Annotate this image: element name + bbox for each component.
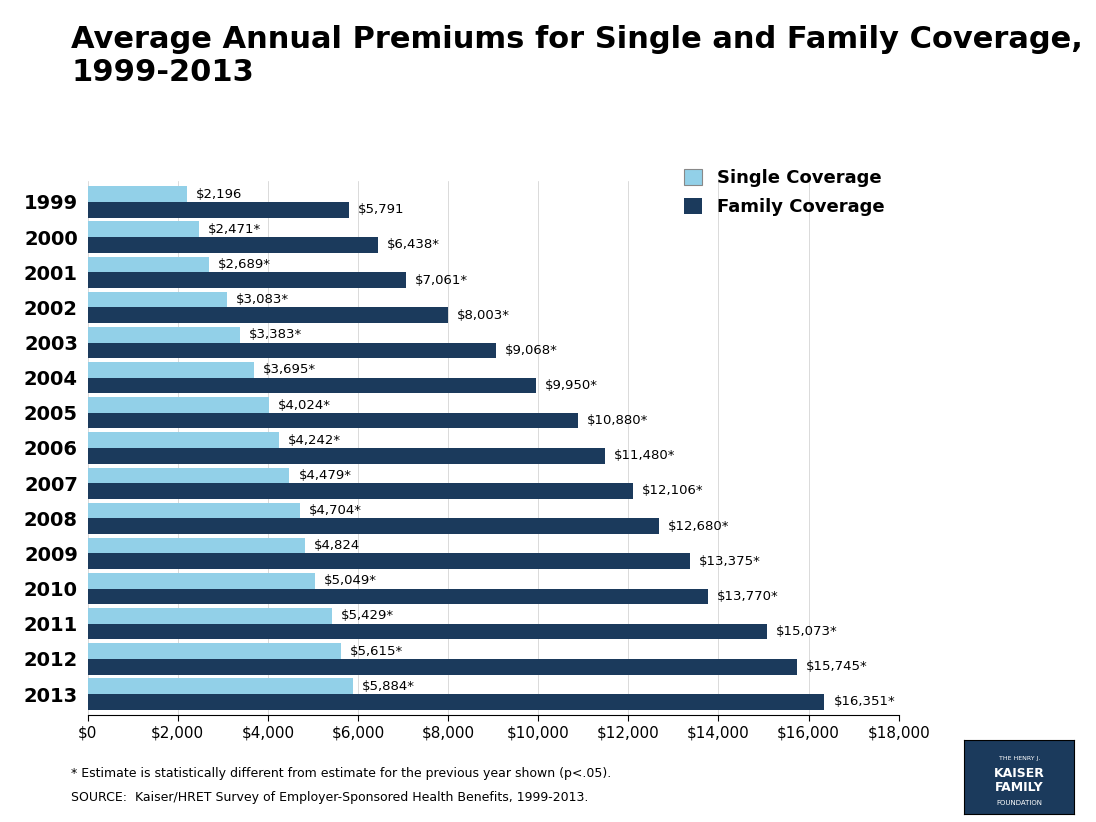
Text: $2,196: $2,196 bbox=[196, 187, 242, 201]
Bar bbox=[88, 659, 797, 675]
Bar bbox=[88, 397, 269, 413]
Bar bbox=[88, 553, 690, 569]
Text: $4,824: $4,824 bbox=[315, 539, 361, 552]
Text: $5,884*: $5,884* bbox=[362, 680, 414, 693]
Text: $9,950*: $9,950* bbox=[545, 379, 598, 392]
Bar bbox=[88, 292, 227, 307]
Text: $12,106*: $12,106* bbox=[642, 484, 704, 497]
Text: $4,704*: $4,704* bbox=[309, 504, 362, 517]
Text: FOUNDATION: FOUNDATION bbox=[996, 800, 1042, 806]
Text: $12,680*: $12,680* bbox=[669, 520, 730, 533]
Text: $3,383*: $3,383* bbox=[249, 328, 302, 341]
Bar bbox=[88, 377, 536, 393]
Bar bbox=[88, 187, 186, 202]
Bar bbox=[88, 678, 353, 694]
Bar bbox=[88, 468, 289, 483]
Bar bbox=[88, 272, 406, 288]
Bar bbox=[88, 538, 305, 553]
Bar bbox=[88, 624, 767, 640]
Text: $15,073*: $15,073* bbox=[776, 625, 837, 638]
Text: $13,770*: $13,770* bbox=[717, 590, 779, 603]
Text: $4,242*: $4,242* bbox=[288, 434, 341, 446]
Text: $5,429*: $5,429* bbox=[341, 609, 395, 622]
Bar bbox=[88, 503, 299, 519]
Bar bbox=[88, 202, 349, 218]
Text: SOURCE:  Kaiser/HRET Survey of Employer-Sponsored Health Benefits, 1999-2013.: SOURCE: Kaiser/HRET Survey of Employer-S… bbox=[71, 792, 589, 805]
Text: $4,479*: $4,479* bbox=[298, 469, 352, 482]
Bar bbox=[88, 483, 633, 499]
Bar bbox=[88, 327, 240, 343]
Bar bbox=[88, 221, 199, 237]
Legend: Single Coverage, Family Coverage: Single Coverage, Family Coverage bbox=[678, 163, 890, 221]
Text: $11,480*: $11,480* bbox=[614, 450, 675, 462]
Text: $7,061*: $7,061* bbox=[415, 274, 468, 287]
Bar bbox=[88, 307, 448, 323]
Text: $5,615*: $5,615* bbox=[350, 644, 403, 658]
Text: FAMILY: FAMILY bbox=[995, 782, 1043, 794]
Text: $2,689*: $2,689* bbox=[218, 258, 271, 271]
Text: * Estimate is statistically different from estimate for the previous year shown : * Estimate is statistically different fr… bbox=[71, 767, 612, 780]
Text: $8,003*: $8,003* bbox=[457, 309, 511, 321]
Text: $5,791: $5,791 bbox=[357, 203, 404, 216]
Bar bbox=[88, 519, 659, 534]
Text: $4,024*: $4,024* bbox=[278, 399, 331, 412]
Text: $3,695*: $3,695* bbox=[263, 363, 317, 376]
Bar bbox=[88, 573, 316, 589]
Bar bbox=[88, 256, 209, 272]
Text: $3,083*: $3,083* bbox=[236, 293, 288, 306]
Text: THE HENRY J.: THE HENRY J. bbox=[998, 755, 1040, 761]
Bar bbox=[88, 694, 824, 709]
Bar bbox=[88, 608, 332, 624]
Bar bbox=[88, 237, 378, 252]
Bar bbox=[88, 644, 341, 659]
Text: KAISER: KAISER bbox=[994, 767, 1044, 779]
Text: $5,049*: $5,049* bbox=[324, 575, 377, 587]
Text: $10,880*: $10,880* bbox=[587, 414, 649, 427]
Bar bbox=[88, 448, 605, 464]
Bar bbox=[88, 432, 278, 448]
Text: $13,375*: $13,375* bbox=[699, 555, 762, 568]
Text: $16,351*: $16,351* bbox=[833, 695, 895, 709]
Text: $6,438*: $6,438* bbox=[387, 238, 439, 252]
Bar bbox=[88, 343, 496, 358]
Bar bbox=[88, 589, 708, 604]
Text: $9,068*: $9,068* bbox=[505, 344, 558, 357]
Bar bbox=[88, 413, 578, 428]
Text: $2,471*: $2,471* bbox=[208, 223, 261, 236]
Bar bbox=[88, 362, 254, 377]
Text: $15,745*: $15,745* bbox=[807, 660, 868, 673]
Text: Average Annual Premiums for Single and Family Coverage,
1999-2013: Average Annual Premiums for Single and F… bbox=[71, 25, 1083, 87]
